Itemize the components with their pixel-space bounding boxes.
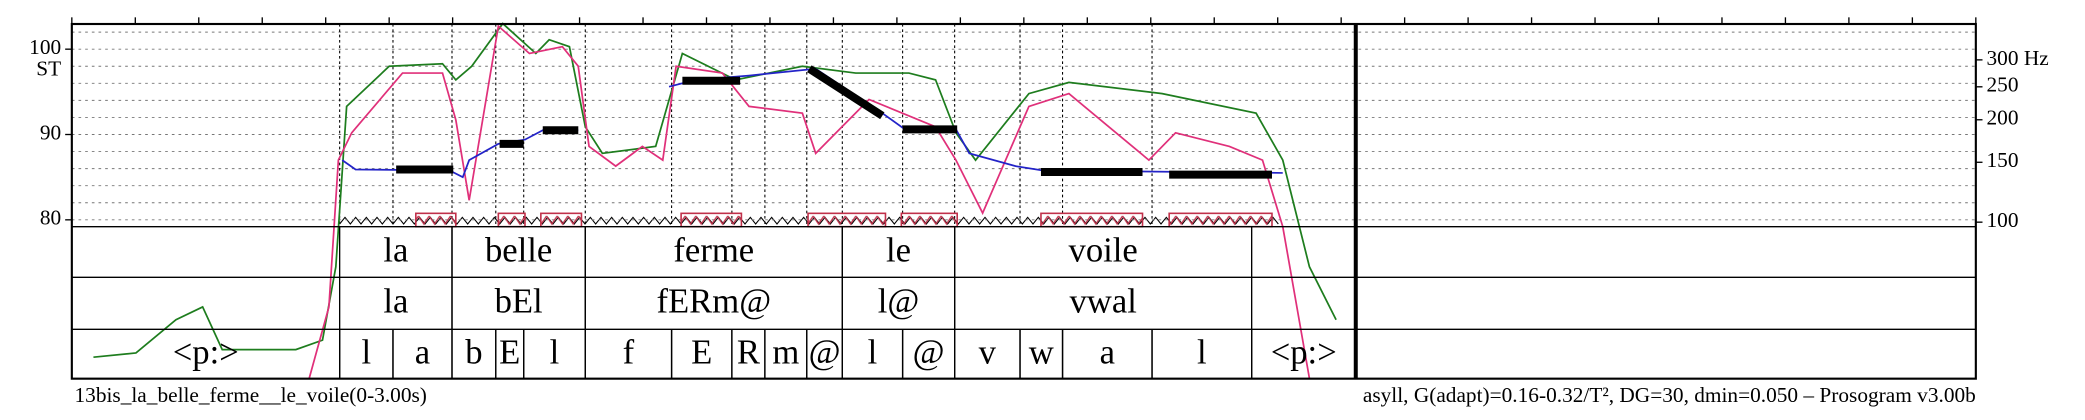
y2-tick-label: 200 — [1987, 106, 2019, 130]
interval-label: a — [415, 333, 430, 371]
series-line — [341, 67, 1283, 179]
interval-label: fERm@ — [656, 283, 771, 321]
nucleus — [1040, 212, 1144, 228]
nucleus — [497, 212, 526, 228]
series-line — [93, 22, 1337, 359]
interval-label: b — [465, 333, 482, 371]
nucleus — [540, 212, 583, 228]
footer-right: asyll, G(adapt)=0.16-0.32/T², DG=30, dmi… — [1363, 383, 1976, 407]
y-tick-label: 80 — [40, 206, 61, 230]
series-line — [308, 24, 1311, 379]
interval-label: la — [383, 231, 408, 269]
interval-label: a — [1100, 333, 1115, 371]
interval-label: @ — [913, 333, 945, 371]
y-tick-label: 100 — [29, 35, 61, 59]
footer-left: 13bis_la_belle_ferme__le_voile(0-3.00s) — [75, 383, 427, 407]
nucleus — [900, 212, 958, 228]
interval-label: bEl — [495, 283, 543, 321]
interval-label: l — [868, 333, 878, 371]
interval-label: ferme — [673, 231, 754, 269]
frame — [70, 22, 1977, 380]
interval-label: R — [737, 333, 761, 371]
interval-label: le — [886, 231, 911, 269]
interval-label: l — [1197, 333, 1207, 371]
interval-label: @ — [809, 333, 841, 371]
nucleus — [415, 212, 457, 228]
stylized-tone — [807, 65, 885, 120]
nucleus — [1168, 212, 1273, 228]
y2-tick-label: 150 — [1987, 148, 2019, 172]
y-axis-label: ST — [36, 57, 61, 81]
y2-tick-label: 250 — [1987, 73, 2019, 97]
interval-label: w — [1029, 333, 1054, 371]
interval-label: la — [383, 283, 408, 321]
interval-label: <p:> — [1271, 333, 1337, 371]
y2-tick-label: 300 Hz — [1987, 46, 2049, 70]
y-tick-label: 90 — [40, 120, 61, 144]
interval-label: l@ — [878, 283, 920, 321]
interval-label: vwal — [1069, 283, 1136, 321]
interval-label: l — [361, 333, 371, 371]
y2-tick-label: 100 — [1987, 208, 2019, 232]
interval-label: m — [772, 333, 799, 371]
interval-label: v — [979, 333, 997, 371]
interval-label: f — [623, 333, 635, 371]
nucleus — [807, 212, 887, 228]
interval-label: <p:> — [173, 333, 239, 371]
interval-label: E — [691, 333, 712, 371]
interval-label: voile — [1069, 231, 1138, 269]
interval-label: belle — [485, 231, 552, 269]
interval-label: E — [499, 333, 520, 371]
nucleus — [680, 212, 743, 228]
interval-label: l — [550, 333, 560, 371]
